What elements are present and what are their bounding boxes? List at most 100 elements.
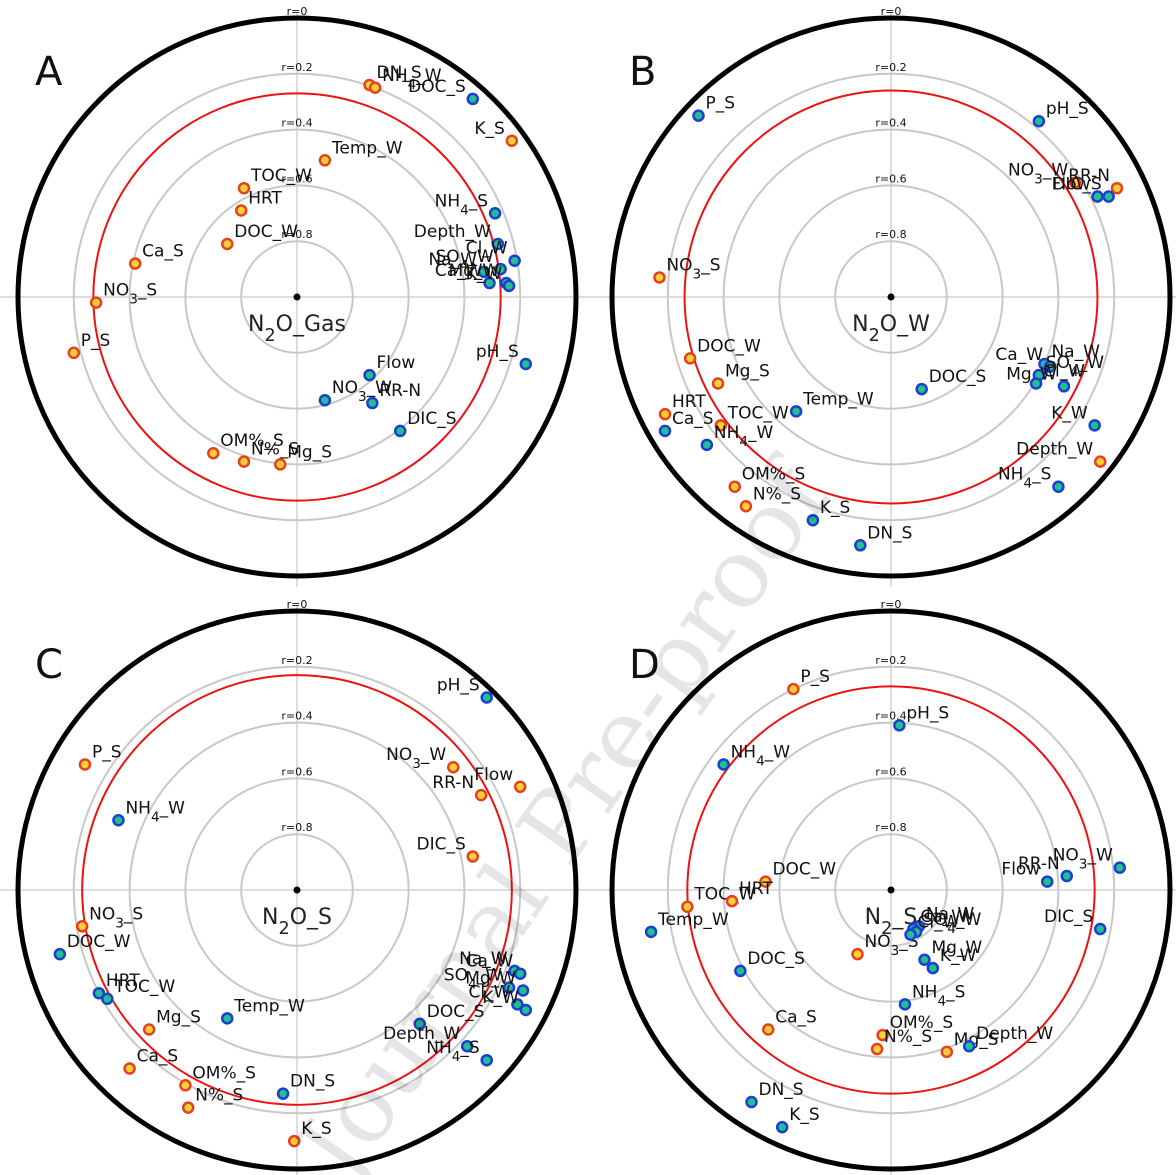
grid-circle xyxy=(128,721,466,1059)
point xyxy=(363,368,376,382)
point-label: HRT xyxy=(248,189,282,209)
point xyxy=(1113,861,1127,874)
point-label: K_W xyxy=(482,988,519,1008)
point xyxy=(466,850,480,863)
point-label: DOC_W xyxy=(772,860,836,880)
center-dot xyxy=(293,886,301,894)
r-tick-label: r=0.2 xyxy=(281,61,312,74)
point-label: pH_S xyxy=(906,703,949,723)
panel-label: A xyxy=(35,49,63,95)
point-label: Temp_W xyxy=(657,910,729,930)
point-label: OM%_S xyxy=(220,431,283,451)
point xyxy=(221,1012,234,1025)
point xyxy=(221,237,234,251)
point xyxy=(1102,190,1115,203)
grid-circle xyxy=(666,665,1116,1115)
point xyxy=(318,154,332,167)
point xyxy=(78,758,92,771)
point xyxy=(477,265,491,279)
r-tick-label: r=0.8 xyxy=(281,228,312,241)
point-label: NH4_S xyxy=(426,1038,479,1065)
point-label: K_W xyxy=(1051,403,1088,423)
center-dot xyxy=(887,886,895,894)
grid-circle xyxy=(834,240,948,354)
point-label: NO3_S xyxy=(103,281,157,308)
point xyxy=(181,1101,195,1114)
point-label: NH4_W xyxy=(125,798,185,825)
point xyxy=(491,237,505,251)
point-label: DOC_S xyxy=(747,949,805,969)
point xyxy=(237,181,251,195)
point-label: P_S xyxy=(705,94,735,114)
point xyxy=(519,1003,533,1017)
point xyxy=(876,1028,889,1042)
point-label: Temp_W xyxy=(331,138,403,158)
point-label: Cl_W xyxy=(466,239,508,259)
point-label: Mg_S xyxy=(287,442,332,462)
point-label: TOC_W xyxy=(113,977,175,997)
point xyxy=(1094,455,1107,468)
point xyxy=(1088,419,1101,432)
point-label: SO4_W xyxy=(444,966,502,993)
point xyxy=(287,1134,301,1148)
center-dot xyxy=(293,293,301,301)
point xyxy=(759,875,772,888)
point-label: pH_S xyxy=(1046,99,1089,119)
point xyxy=(142,1023,156,1036)
point xyxy=(92,986,106,1000)
grid-circle xyxy=(128,128,466,466)
point-label: Ca_W xyxy=(466,952,514,972)
point xyxy=(926,961,940,975)
point-label: Na_W xyxy=(459,949,508,969)
panel-label: D xyxy=(629,642,660,688)
threshold-circle xyxy=(683,89,1099,505)
point xyxy=(658,424,672,438)
point xyxy=(237,455,251,468)
point-label: OM%_S xyxy=(890,1013,954,1033)
point-label: DN_S xyxy=(759,1080,804,1100)
point xyxy=(761,1023,775,1036)
r-tick-label: r=0 xyxy=(881,598,902,611)
point-label: DIC_S xyxy=(417,835,466,855)
point-label: Flow xyxy=(474,765,513,785)
point xyxy=(274,458,287,471)
point-label: Na_W xyxy=(1051,342,1100,362)
point xyxy=(474,788,488,802)
point-label: NH4_S xyxy=(998,465,1051,492)
grid-circle xyxy=(609,608,1173,1172)
point xyxy=(53,947,67,961)
point-label: P_S xyxy=(800,667,830,687)
point xyxy=(75,920,89,933)
point xyxy=(516,984,530,997)
point-label: P_S xyxy=(81,331,111,351)
r-tick-label: r=0.6 xyxy=(875,172,906,185)
point-label: K_S xyxy=(474,119,504,139)
point-label: DOC_W xyxy=(234,222,298,242)
point xyxy=(1040,875,1054,888)
point-label: SO4_W xyxy=(1046,353,1104,380)
r-tick-label: r=0.4 xyxy=(281,117,312,130)
point xyxy=(508,254,521,267)
panel: r=0r=0.2r=0.4r=0.6r=0.8DN2_SP_SDOC_WTOC_… xyxy=(591,598,1176,1175)
point-label: HRT xyxy=(672,392,706,412)
r-tick-label: r=0.2 xyxy=(875,654,906,667)
point xyxy=(893,719,906,732)
watermark: Journal Pre-proof xyxy=(270,439,854,1175)
point-label: DOC_S xyxy=(427,1002,485,1022)
grid-circle xyxy=(184,184,410,410)
point xyxy=(318,393,332,407)
point-label: DOC_W xyxy=(697,336,761,356)
point xyxy=(1068,176,1082,189)
point xyxy=(1094,922,1107,936)
point-label: NO3_S xyxy=(89,904,143,931)
point xyxy=(681,900,694,913)
point xyxy=(1052,480,1065,493)
point-label: Depth_W xyxy=(383,1024,460,1044)
point-label: N%_S xyxy=(195,1086,243,1106)
point-label: TOC_W xyxy=(693,885,755,905)
point xyxy=(653,271,666,284)
point xyxy=(393,424,407,438)
point-label: Mg_W xyxy=(448,261,499,281)
point-label: Mg_W xyxy=(931,938,982,958)
point xyxy=(511,998,524,1011)
